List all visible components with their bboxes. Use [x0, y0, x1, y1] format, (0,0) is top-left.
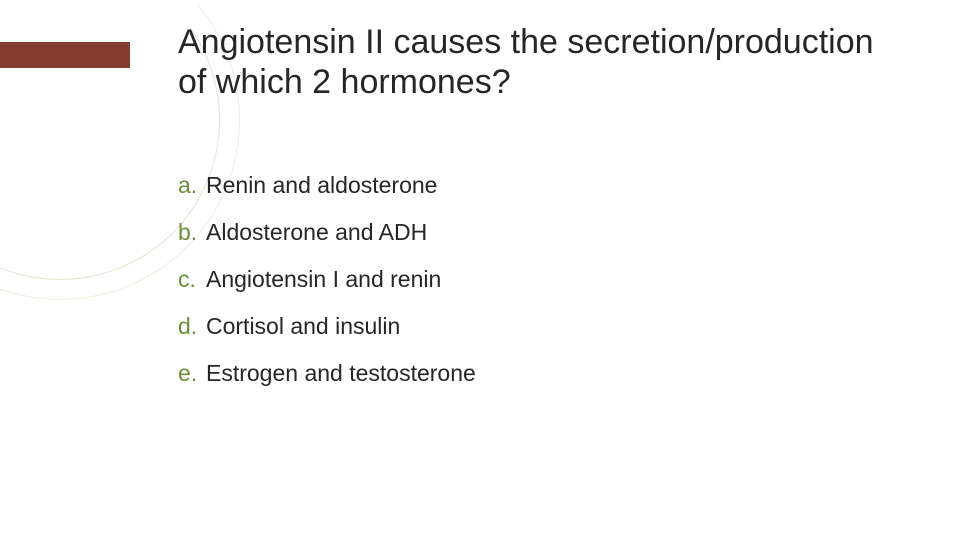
option-e: e. Estrogen and testosterone: [178, 360, 878, 387]
option-text: Angiotensin I and renin: [206, 266, 441, 293]
option-letter: e.: [178, 360, 200, 387]
option-letter: d.: [178, 313, 200, 340]
options-list: a. Renin and aldosterone b. Aldosterone …: [178, 172, 878, 407]
slide-title: Angiotensin II causes the secretion/prod…: [178, 22, 898, 102]
option-c: c. Angiotensin I and renin: [178, 266, 878, 293]
option-b: b. Aldosterone and ADH: [178, 219, 878, 246]
option-text: Aldosterone and ADH: [206, 219, 427, 246]
accent-bar: [0, 42, 130, 68]
option-letter: c.: [178, 266, 200, 293]
option-text: Renin and aldosterone: [206, 172, 437, 199]
option-text: Cortisol and insulin: [206, 313, 400, 340]
option-text: Estrogen and testosterone: [206, 360, 476, 387]
option-letter: a.: [178, 172, 200, 199]
option-d: d. Cortisol and insulin: [178, 313, 878, 340]
option-a: a. Renin and aldosterone: [178, 172, 878, 199]
option-letter: b.: [178, 219, 200, 246]
